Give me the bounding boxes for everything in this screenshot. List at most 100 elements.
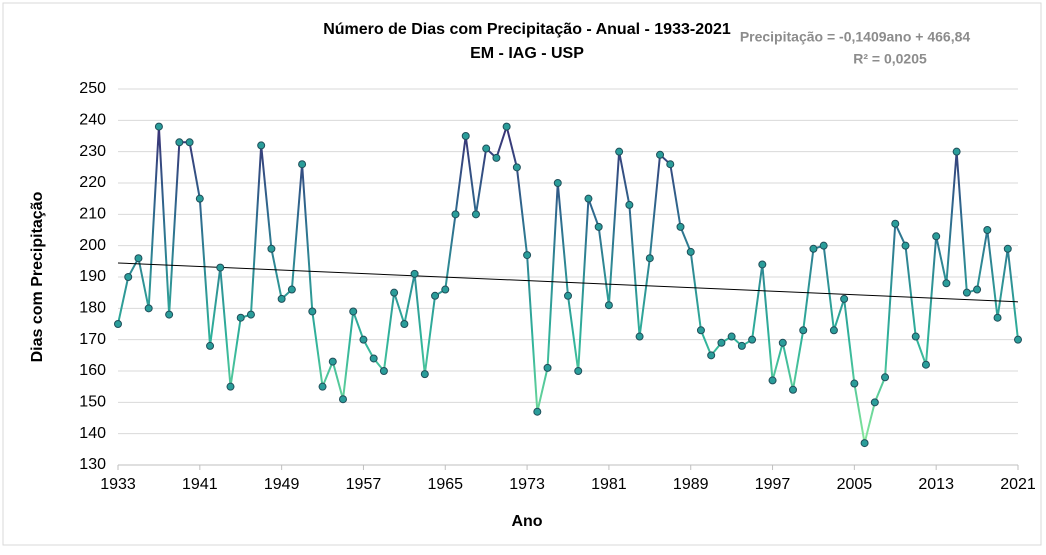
data-point: [298, 160, 307, 169]
data-point: [441, 285, 450, 294]
data-point: [154, 122, 163, 131]
data-point: [1003, 244, 1012, 253]
data-point: [114, 320, 122, 328]
data-point: [420, 370, 429, 379]
y-tick-label: 160: [79, 362, 106, 379]
trend-line: [117, 262, 1019, 303]
data-point: [973, 285, 982, 294]
x-tick-label: 1981: [591, 476, 627, 493]
data-point: [175, 138, 184, 147]
data-point: [482, 144, 491, 153]
data-point: [246, 310, 255, 319]
data-point: [523, 251, 532, 260]
data-point: [778, 338, 787, 347]
data-point: [983, 226, 992, 234]
data-point: [737, 341, 746, 350]
data-point: [881, 373, 890, 382]
y-tick-label: 250: [79, 80, 106, 97]
data-point: [328, 357, 337, 366]
data-point: [656, 150, 665, 159]
data-point: [942, 279, 951, 288]
data-point: [911, 332, 920, 341]
data-point: [870, 398, 879, 407]
y-tick-label: 230: [79, 143, 106, 160]
data-point: [829, 326, 838, 335]
y-tick-label: 220: [79, 174, 106, 191]
data-point: [144, 304, 153, 313]
data-point: [359, 335, 368, 344]
data-point: [809, 244, 818, 253]
data-point: [819, 241, 828, 250]
data-point: [134, 254, 143, 263]
data-point: [195, 194, 204, 203]
data-point: [267, 244, 276, 253]
data-point: [400, 320, 409, 328]
data-point: [952, 147, 961, 156]
data-point: [615, 147, 624, 156]
x-tick-label: 2013: [918, 476, 954, 493]
y-tick-label: 150: [79, 394, 106, 411]
data-point: [349, 307, 358, 316]
x-tick-label: 1965: [427, 476, 463, 493]
data-point: [236, 313, 245, 322]
data-point: [799, 326, 808, 335]
data-point: [901, 241, 910, 250]
data-point: [584, 194, 593, 203]
data-point: [369, 354, 378, 363]
data-point: [840, 294, 849, 303]
y-tick-label: 180: [79, 300, 106, 317]
data-point: [502, 122, 511, 131]
data-point: [492, 153, 501, 162]
data-point: [594, 222, 603, 231]
data-point: [717, 338, 726, 347]
data-point: [410, 269, 419, 278]
data-point: [748, 335, 757, 344]
x-tick-label: 2021: [1000, 476, 1036, 493]
x-tick-label: 1941: [182, 476, 218, 493]
data-point: [431, 291, 440, 300]
data-point: [553, 179, 562, 187]
data-point: [635, 332, 644, 341]
x-tick-label: 1949: [264, 476, 300, 493]
y-tick-label: 210: [79, 206, 106, 223]
data-point: [543, 363, 552, 372]
data-point: [1014, 335, 1022, 344]
data-point: [891, 219, 900, 228]
data-point: [758, 260, 767, 269]
data-point: [707, 351, 716, 360]
data-point: [226, 382, 235, 391]
data-point: [287, 285, 296, 294]
data-point: [461, 132, 470, 140]
trend-r2: R² = 0,0205: [853, 51, 927, 67]
x-tick-label: 1997: [755, 476, 791, 493]
x-tick-label: 2005: [837, 476, 873, 493]
x-axis-label: Ano: [511, 513, 542, 530]
data-point: [932, 232, 941, 241]
data-point: [379, 367, 388, 375]
y-tick-label: 130: [79, 456, 106, 473]
chart-title: Número de Dias com Precipitação - Anual …: [323, 21, 731, 38]
chart-frame: [2, 2, 1042, 546]
data-point: [604, 301, 613, 310]
data-point: [666, 160, 675, 169]
data-point: [339, 395, 347, 404]
data-point: [451, 210, 460, 219]
data-point: [645, 254, 654, 263]
data-point: [625, 200, 634, 209]
data-point: [860, 439, 869, 448]
data-point: [257, 141, 266, 150]
x-tick-label: 1989: [673, 476, 709, 493]
data-point: [390, 288, 399, 297]
data-point: [686, 247, 695, 256]
data-point: [318, 382, 327, 391]
data-point: [533, 407, 542, 416]
data-point: [768, 376, 777, 385]
data-point: [277, 294, 286, 303]
x-tick-label: 1933: [100, 476, 136, 493]
data-point: [696, 326, 705, 335]
data-point: [185, 138, 194, 147]
data-point: [676, 222, 685, 231]
x-tick-label: 1973: [509, 476, 545, 493]
data-point: [206, 341, 215, 350]
